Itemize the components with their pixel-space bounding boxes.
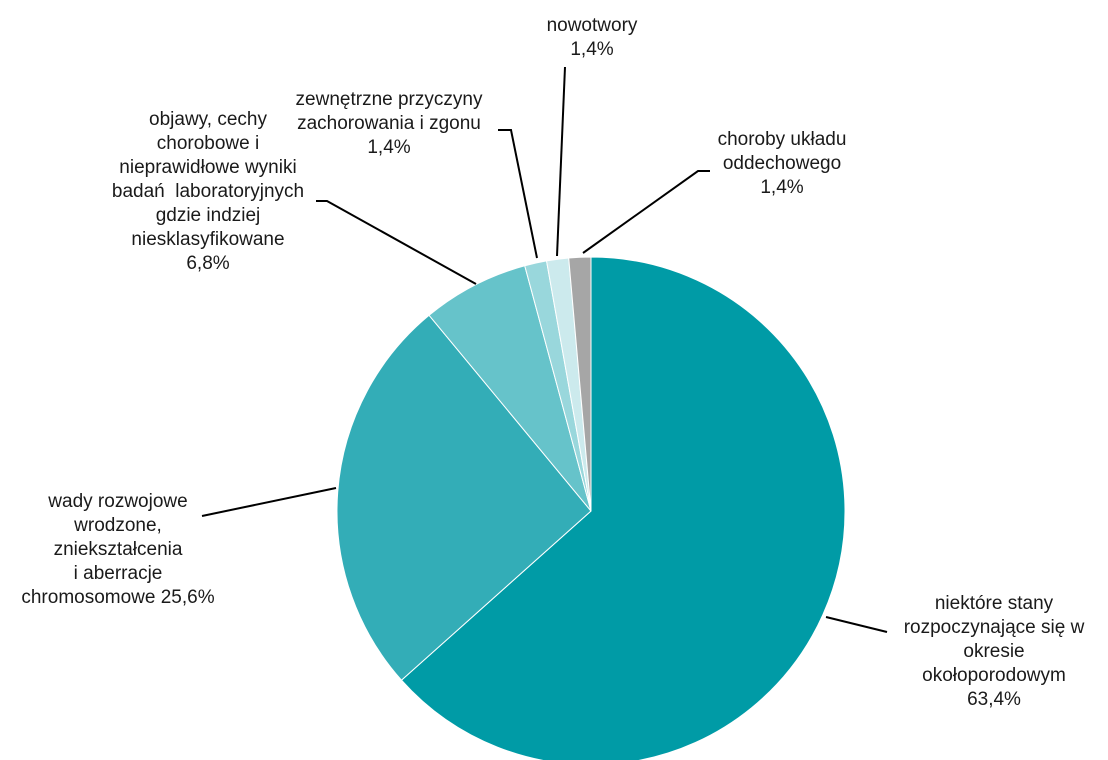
- slice-label-line: i aberracje: [74, 563, 163, 584]
- slice-label-line: 1,4%: [760, 177, 803, 198]
- leader-lines: [201, 66, 888, 633]
- leader-line-1: [825, 616, 888, 633]
- slice-label-line: okołoporodowym: [922, 665, 1066, 686]
- slice-label-line: objawy, cechy: [149, 109, 267, 130]
- leader-line-6: [582, 170, 710, 254]
- slice-label-line: 6,8%: [186, 253, 229, 274]
- slice-label-line: gdzie indziej: [156, 205, 261, 226]
- slice-label-line: zachorowania i zgonu: [297, 113, 481, 134]
- slice-label-5: nowotwory 1,4%: [547, 15, 638, 60]
- slice-label-3: objawy, cechy chorobowe i nieprawidłowe wy…: [112, 109, 304, 274]
- pie-slices: [336, 256, 846, 760]
- slice-label-line: choroby układu: [718, 129, 847, 150]
- slice-label-line: nieprawidłowe wyniki: [119, 157, 296, 178]
- slice-label-line: wady rozwojowe: [47, 491, 187, 512]
- slice-label-line: niektóre stany: [935, 593, 1054, 614]
- slice-label-line: oddechowego: [723, 153, 841, 174]
- slice-label-line: badań laboratoryjnych: [112, 181, 304, 202]
- leader-line-4: [498, 129, 538, 259]
- slice-label-2: wady rozwojowe wrodzone, zniekształcenia i …: [21, 491, 214, 608]
- leader-line-2: [201, 487, 337, 517]
- slice-label-1: niektóre stany rozpoczynające się w okresi…: [904, 593, 1085, 710]
- slice-label-line: okresie: [963, 641, 1024, 662]
- slice-label-line: zniekształcenia: [54, 539, 183, 560]
- slice-label-line: 1,4%: [367, 137, 410, 158]
- slice-label-line: wrodzone,: [73, 515, 162, 536]
- slice-label-line: chromosomowe 25,6%: [21, 587, 214, 608]
- leader-line-3: [316, 200, 477, 285]
- pie-slice-2: [336, 314, 592, 681]
- slice-label-4: zewnętrzne przyczyny zachorowania i zgonu…: [296, 89, 483, 158]
- slice-label-6: choroby układu oddechowego 1,4%: [718, 129, 847, 198]
- slice-label-line: chorobowe i: [157, 133, 259, 154]
- slice-labels: niektóre stany rozpoczynające się w okresi…: [21, 15, 1084, 710]
- slice-label-line: 1,4%: [570, 39, 613, 60]
- slice-label-line: niesklasyfikowane: [131, 229, 284, 250]
- pie-slice-1: [400, 256, 846, 760]
- slice-label-line: rozpoczynające się w: [904, 617, 1085, 638]
- slice-label-line: 63,4%: [967, 689, 1021, 710]
- slice-label-line: nowotwory: [547, 15, 638, 36]
- pie-slice-6: [568, 256, 592, 512]
- leader-line-5: [556, 66, 566, 257]
- slice-label-line: zewnętrzne przyczyny: [296, 89, 483, 110]
- pie-slice-3: [428, 265, 592, 512]
